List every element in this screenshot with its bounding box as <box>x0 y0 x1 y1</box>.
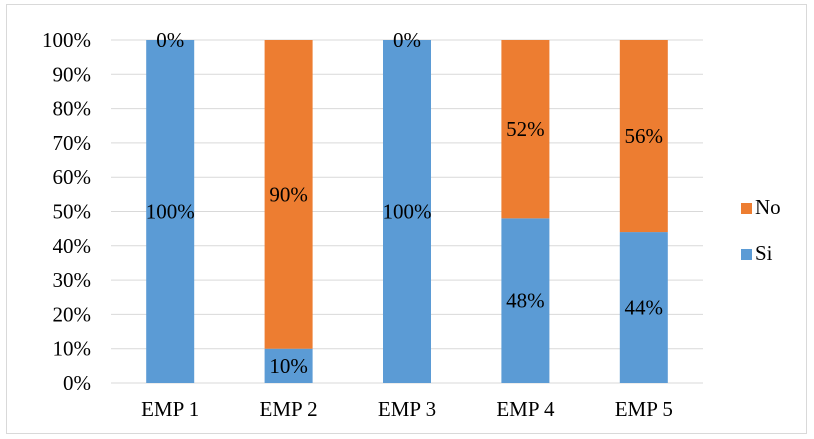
x-tick-label: EMP 5 <box>615 397 673 421</box>
y-tick-label: 40% <box>53 234 92 258</box>
y-tick-label: 50% <box>53 200 92 224</box>
data-label-si: 100% <box>383 200 432 224</box>
data-label-si: 10% <box>269 354 308 378</box>
data-label-si: 100% <box>146 200 195 224</box>
data-label-si: 48% <box>506 289 545 313</box>
y-tick-label: 0% <box>63 371 91 395</box>
bar-segment-no <box>619 40 668 233</box>
y-tick-label: 80% <box>53 97 92 121</box>
y-tick-label: 90% <box>53 62 92 86</box>
data-label-no: 56% <box>625 124 664 148</box>
data-label-si: 44% <box>625 296 664 320</box>
data-label-no: 52% <box>506 117 545 141</box>
x-axis-ticks: EMP 1 EMP 2 EMP 3 EMP 4 EMP 5 <box>141 397 673 421</box>
bar-segment-si <box>264 348 313 383</box>
y-tick-label: 60% <box>53 165 92 189</box>
data-label-no: 0% <box>393 28 421 52</box>
bar-segment-no <box>264 40 313 349</box>
legend-label-no: No <box>755 195 781 219</box>
bar-segment-si <box>146 40 195 383</box>
chart-frame: 0% 10% 20% 30% 40% 50% 60% 70% 80% 90% 100% 100% 0%… <box>6 4 807 434</box>
y-tick-label: 20% <box>53 302 92 326</box>
bar-segment-no <box>501 40 550 219</box>
legend-label-si: Si <box>755 241 773 265</box>
x-tick-label: EMP 3 <box>378 397 436 421</box>
data-label-no: 0% <box>156 28 184 52</box>
data-label-no: 90% <box>269 182 308 206</box>
y-tick-label: 30% <box>53 268 92 292</box>
legend-swatch-si <box>741 249 752 260</box>
x-tick-label: EMP 1 <box>141 397 199 421</box>
x-tick-label: EMP 4 <box>496 397 555 421</box>
stacked-bar-chart: 0%10%20%30%40%50%60%70%80%90%100% 100%0%… <box>42 28 781 421</box>
x-tick-label: EMP 2 <box>260 397 318 421</box>
bar-segment-si <box>383 40 431 383</box>
y-tick-label: 100% <box>42 28 91 52</box>
y-tick-label: 70% <box>53 131 92 155</box>
y-tick-label: 10% <box>53 337 92 361</box>
legend: No Si <box>741 195 781 265</box>
y-axis-ticks: 0% 10% 20% 30% 40% 50% 60% 70% 80% 90% 100% <box>42 28 91 395</box>
bar-segment-si <box>619 232 668 383</box>
legend-swatch-no <box>741 203 752 214</box>
bars <box>146 40 668 383</box>
bar-segment-si <box>501 218 550 383</box>
data-labels: 100% 0% 10% 90% 100% 0% 48% 52% 44% 56% <box>146 28 663 378</box>
